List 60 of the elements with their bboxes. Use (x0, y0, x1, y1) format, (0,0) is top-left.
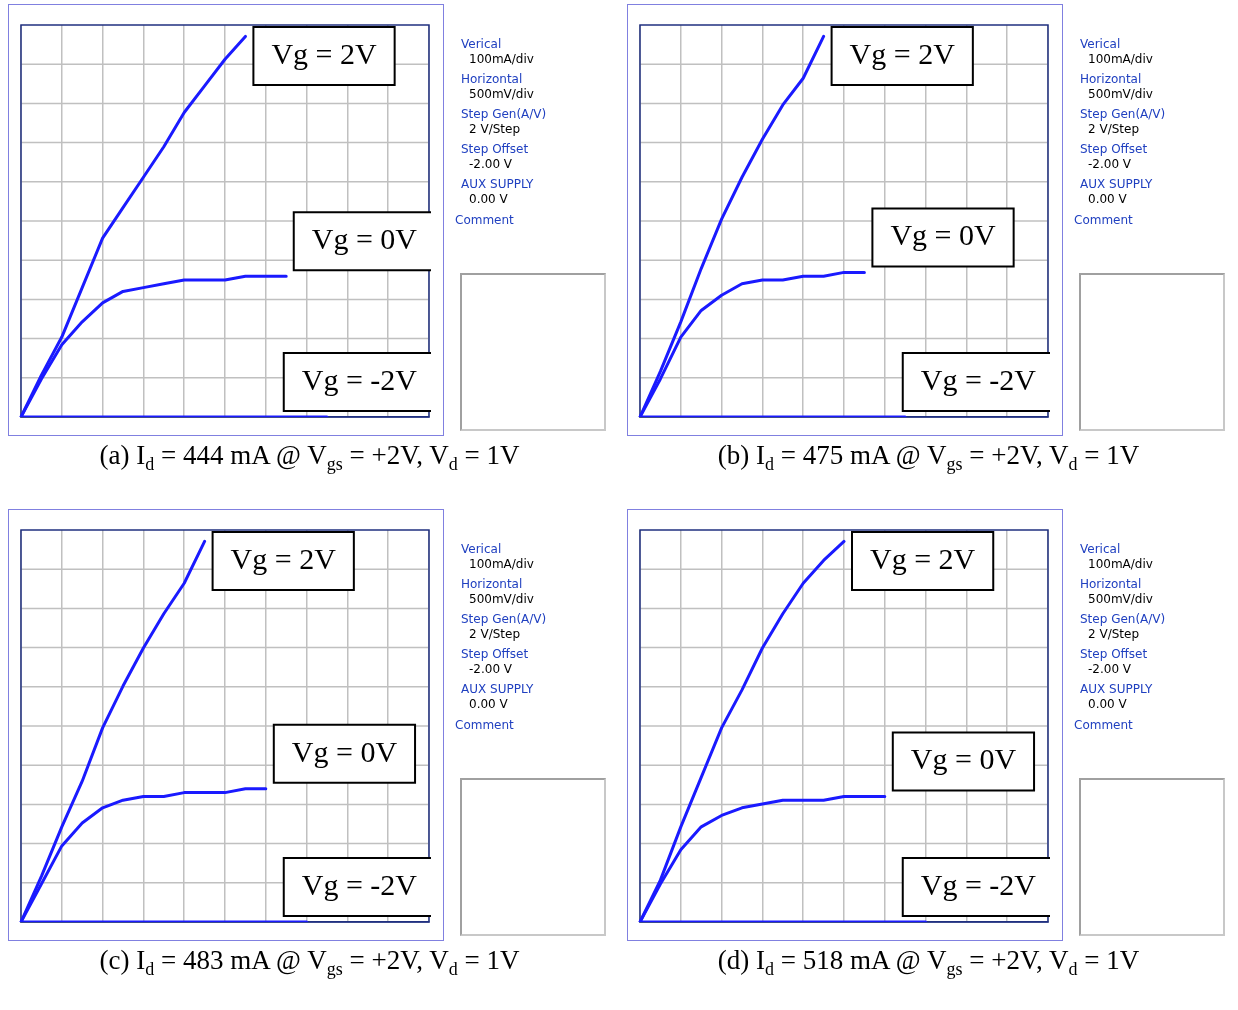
text: (a) I$_{d}$ = 444 mA @ V$_{gs}$ = +2V, V$_{d}$ = 1V (98, 440, 521, 476)
text: -2.00 V (1087, 157, 1133, 172)
series-label: Vg = -2V (301, 867, 418, 901)
text: 0.00 V (1087, 697, 1128, 712)
series-label: Vg = 2V (271, 36, 377, 70)
series-label: Vg = 2V (230, 541, 337, 575)
text: 2 V/Step (468, 122, 522, 137)
text: 2 V/Step (1087, 627, 1141, 642)
text: 500mV/div (1087, 592, 1154, 607)
text: Step Gen(A/V) (1079, 612, 1167, 627)
text: (b) I$_{d}$ = 475 mA @ V$_{gs}$ = +2V, V$_{d}$ = 1V (716, 440, 1141, 476)
series-label: Vg = 2V (870, 541, 976, 575)
text: 100mA/div (1087, 52, 1154, 67)
text: -2.00 V (468, 157, 514, 172)
series-label: Vg = 0V (890, 218, 996, 252)
series-label: Vg = -2V (301, 362, 418, 396)
text: Comment (455, 213, 515, 228)
text: Step Offset (1079, 142, 1149, 157)
text: Horizontal (460, 72, 524, 87)
text: Verical (460, 542, 503, 557)
text: 500mV/div (468, 592, 535, 607)
text: Verical (460, 37, 503, 52)
series-label: Vg = -2V (920, 867, 1037, 901)
series-label: Vg = 2V (849, 36, 956, 70)
text: -2.00 V (1087, 662, 1133, 677)
text: 100mA/div (468, 557, 535, 572)
text: Step Offset (460, 647, 530, 662)
text: (d) I$_{d}$ = 518 mA @ V$_{gs}$ = +2V, V$_{d}$ = 1V (716, 945, 1141, 981)
text: Step Gen(A/V) (1079, 107, 1167, 122)
text: Horizontal (460, 577, 524, 592)
text: Horizontal (1079, 577, 1143, 592)
series-label: Vg = 0V (311, 222, 418, 256)
text: Step Gen(A/V) (460, 612, 548, 627)
series-label: Vg = 0V (910, 742, 1017, 776)
text: AUX SUPPLY (460, 682, 535, 697)
text: 0.00 V (1087, 192, 1128, 207)
text: 500mV/div (1087, 87, 1154, 102)
text: 500mV/div (468, 87, 535, 102)
text: 100mA/div (468, 52, 535, 67)
text: Step Offset (460, 142, 530, 157)
text: 2 V/Step (468, 627, 522, 642)
text: Step Offset (1079, 647, 1149, 662)
series-label: Vg = 0V (291, 734, 398, 768)
text: Step Gen(A/V) (460, 107, 548, 122)
series-label: Vg = -2V (920, 362, 1037, 396)
text: Verical (1079, 37, 1122, 52)
text: Horizontal (1079, 72, 1143, 87)
text: AUX SUPPLY (460, 177, 535, 192)
text: Verical (1079, 542, 1122, 557)
text: -2.00 V (468, 662, 514, 677)
text: Comment (455, 718, 515, 733)
text: 0.00 V (468, 697, 509, 712)
text: 2 V/Step (1087, 122, 1141, 137)
text: (c) I$_{d}$ = 483 mA @ V$_{gs}$ = +2V, V$_{d}$ = 1V (98, 945, 521, 981)
text: AUX SUPPLY (1079, 177, 1154, 192)
text: AUX SUPPLY (1079, 682, 1154, 697)
text: Comment (1074, 718, 1134, 733)
text: 0.00 V (468, 192, 509, 207)
text: 100mA/div (1087, 557, 1154, 572)
text: Comment (1074, 213, 1134, 228)
